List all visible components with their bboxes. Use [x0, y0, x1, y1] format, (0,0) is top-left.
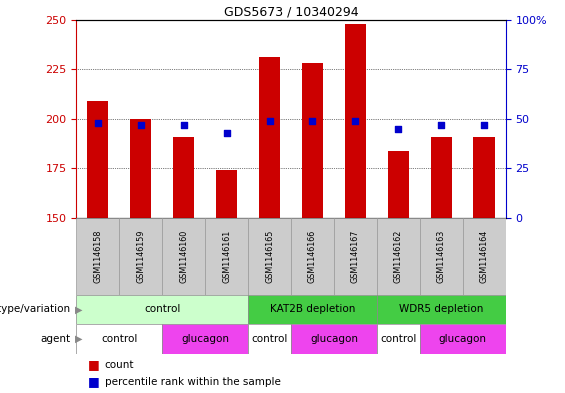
Text: GSM1146167: GSM1146167	[351, 230, 360, 283]
Bar	[76, 295, 248, 324]
Bar	[334, 218, 377, 295]
Bar	[162, 218, 205, 295]
Text: control: control	[251, 334, 288, 344]
Point	[93, 120, 102, 126]
Bar	[248, 295, 377, 324]
Bar	[291, 324, 377, 354]
Bar	[345, 24, 366, 218]
Text: agent: agent	[41, 334, 71, 344]
Bar	[162, 324, 248, 354]
Text: percentile rank within the sample: percentile rank within the sample	[105, 377, 280, 387]
Bar	[431, 137, 452, 218]
Bar	[377, 218, 420, 295]
Bar	[119, 218, 162, 295]
Bar	[291, 218, 334, 295]
Bar	[377, 295, 506, 324]
Bar	[173, 137, 194, 218]
Text: GSM1146159: GSM1146159	[136, 230, 145, 283]
Text: ■: ■	[88, 358, 103, 371]
Bar	[76, 218, 119, 295]
Bar	[420, 324, 506, 354]
Text: GSM1146160: GSM1146160	[179, 230, 188, 283]
Bar	[473, 137, 495, 218]
Text: control: control	[380, 334, 416, 344]
Bar	[205, 218, 248, 295]
Text: GSM1146164: GSM1146164	[480, 230, 489, 283]
Text: GSM1146166: GSM1146166	[308, 230, 317, 283]
Text: glucagon: glucagon	[181, 334, 229, 344]
Text: GSM1146162: GSM1146162	[394, 230, 403, 283]
Bar	[87, 101, 108, 218]
Text: control: control	[144, 305, 180, 314]
Text: glucagon: glucagon	[310, 334, 358, 344]
Point	[179, 122, 188, 128]
Bar	[76, 324, 162, 354]
Bar	[302, 63, 323, 218]
Text: ■: ■	[88, 375, 103, 389]
Point	[222, 130, 231, 136]
Bar	[130, 119, 151, 218]
Point	[308, 118, 317, 124]
Bar	[463, 218, 506, 295]
Text: GSM1146161: GSM1146161	[222, 230, 231, 283]
Text: ▶: ▶	[75, 305, 82, 314]
Bar	[216, 171, 237, 218]
Text: control: control	[101, 334, 137, 344]
Point	[480, 122, 489, 128]
Text: count: count	[105, 360, 134, 370]
Text: ▶: ▶	[75, 334, 82, 344]
Text: GSM1146158: GSM1146158	[93, 230, 102, 283]
Bar	[420, 218, 463, 295]
Point	[136, 122, 145, 128]
Bar	[248, 218, 291, 295]
Point	[394, 126, 403, 132]
Bar	[377, 324, 420, 354]
Text: WDR5 depletion: WDR5 depletion	[399, 305, 484, 314]
Text: GSM1146163: GSM1146163	[437, 230, 446, 283]
Text: GSM1146165: GSM1146165	[265, 230, 274, 283]
Title: GDS5673 / 10340294: GDS5673 / 10340294	[224, 6, 358, 18]
Bar	[259, 57, 280, 218]
Bar	[388, 151, 409, 218]
Text: glucagon: glucagon	[439, 334, 486, 344]
Text: genotype/variation: genotype/variation	[0, 305, 71, 314]
Point	[437, 122, 446, 128]
Text: KAT2B depletion: KAT2B depletion	[270, 305, 355, 314]
Point	[265, 118, 274, 124]
Bar	[248, 324, 291, 354]
Point	[351, 118, 360, 124]
